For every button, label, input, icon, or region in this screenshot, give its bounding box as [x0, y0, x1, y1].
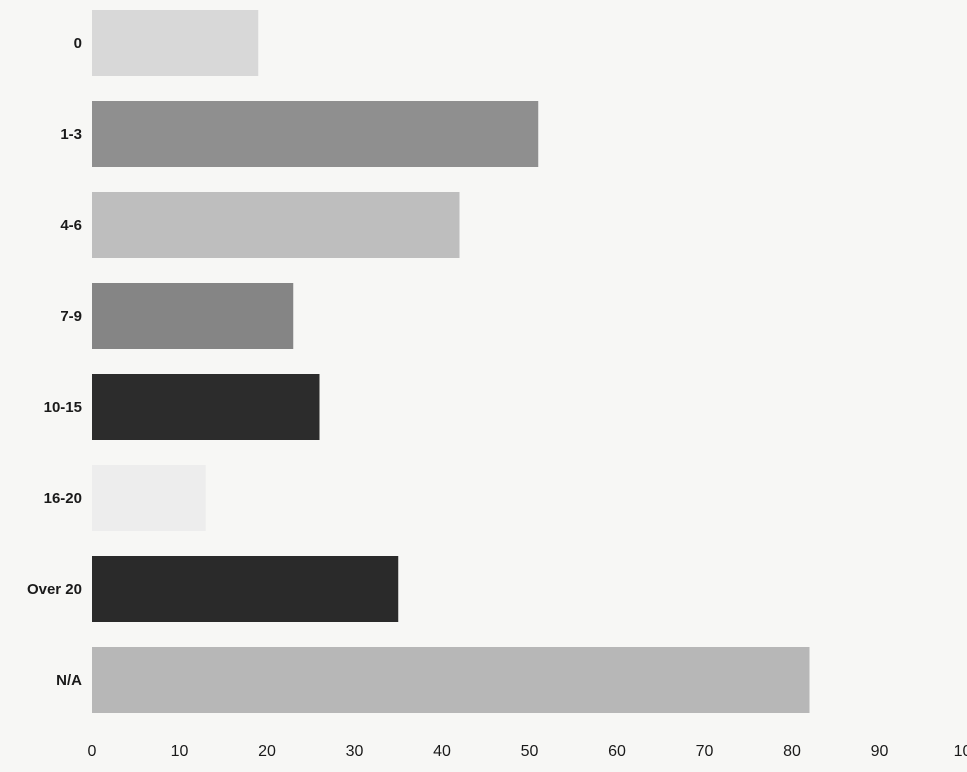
x-tick-label-80: 80: [783, 743, 801, 760]
x-tick-label-60: 60: [608, 743, 626, 760]
x-tick-label-50: 50: [521, 743, 539, 760]
x-tick-label-70: 70: [696, 743, 714, 760]
bar-16-20: [92, 465, 206, 531]
category-label-10-15: 10-15: [44, 399, 82, 416]
category-label-1-3: 1-3: [60, 126, 82, 143]
bar-4-6: [92, 192, 460, 258]
x-axis-tick-labels: 0 10 20 30 40 50 60 70 80 90 100: [88, 743, 967, 760]
x-tick-label-40: 40: [433, 743, 451, 760]
category-label-over-20: Over 20: [27, 581, 82, 598]
category-label-16-20: 16-20: [44, 490, 82, 507]
x-tick-label-0: 0: [88, 743, 97, 760]
category-label-n-a: N/A: [56, 672, 82, 689]
bar-1-3: [92, 101, 539, 167]
x-tick-label-100: 100: [954, 743, 967, 760]
bar-0: [92, 10, 259, 76]
category-label-0: 0: [74, 35, 82, 52]
x-tick-label-20: 20: [258, 743, 276, 760]
bar-over-20: [92, 556, 399, 622]
bar-10-15: [92, 374, 320, 440]
x-tick-label-10: 10: [171, 743, 189, 760]
category-label-4-6: 4-6: [60, 217, 82, 234]
category-label-7-9: 7-9: [60, 308, 82, 325]
bars-layer: [92, 10, 810, 713]
x-tick-label-30: 30: [346, 743, 364, 760]
x-tick-label-90: 90: [871, 743, 889, 760]
category-labels: 0 1-3 4-6 7-9 10-15 16-20 Over 20 N/A: [27, 35, 82, 689]
bar-n-a: [92, 647, 810, 713]
bar-7-9: [92, 283, 294, 349]
